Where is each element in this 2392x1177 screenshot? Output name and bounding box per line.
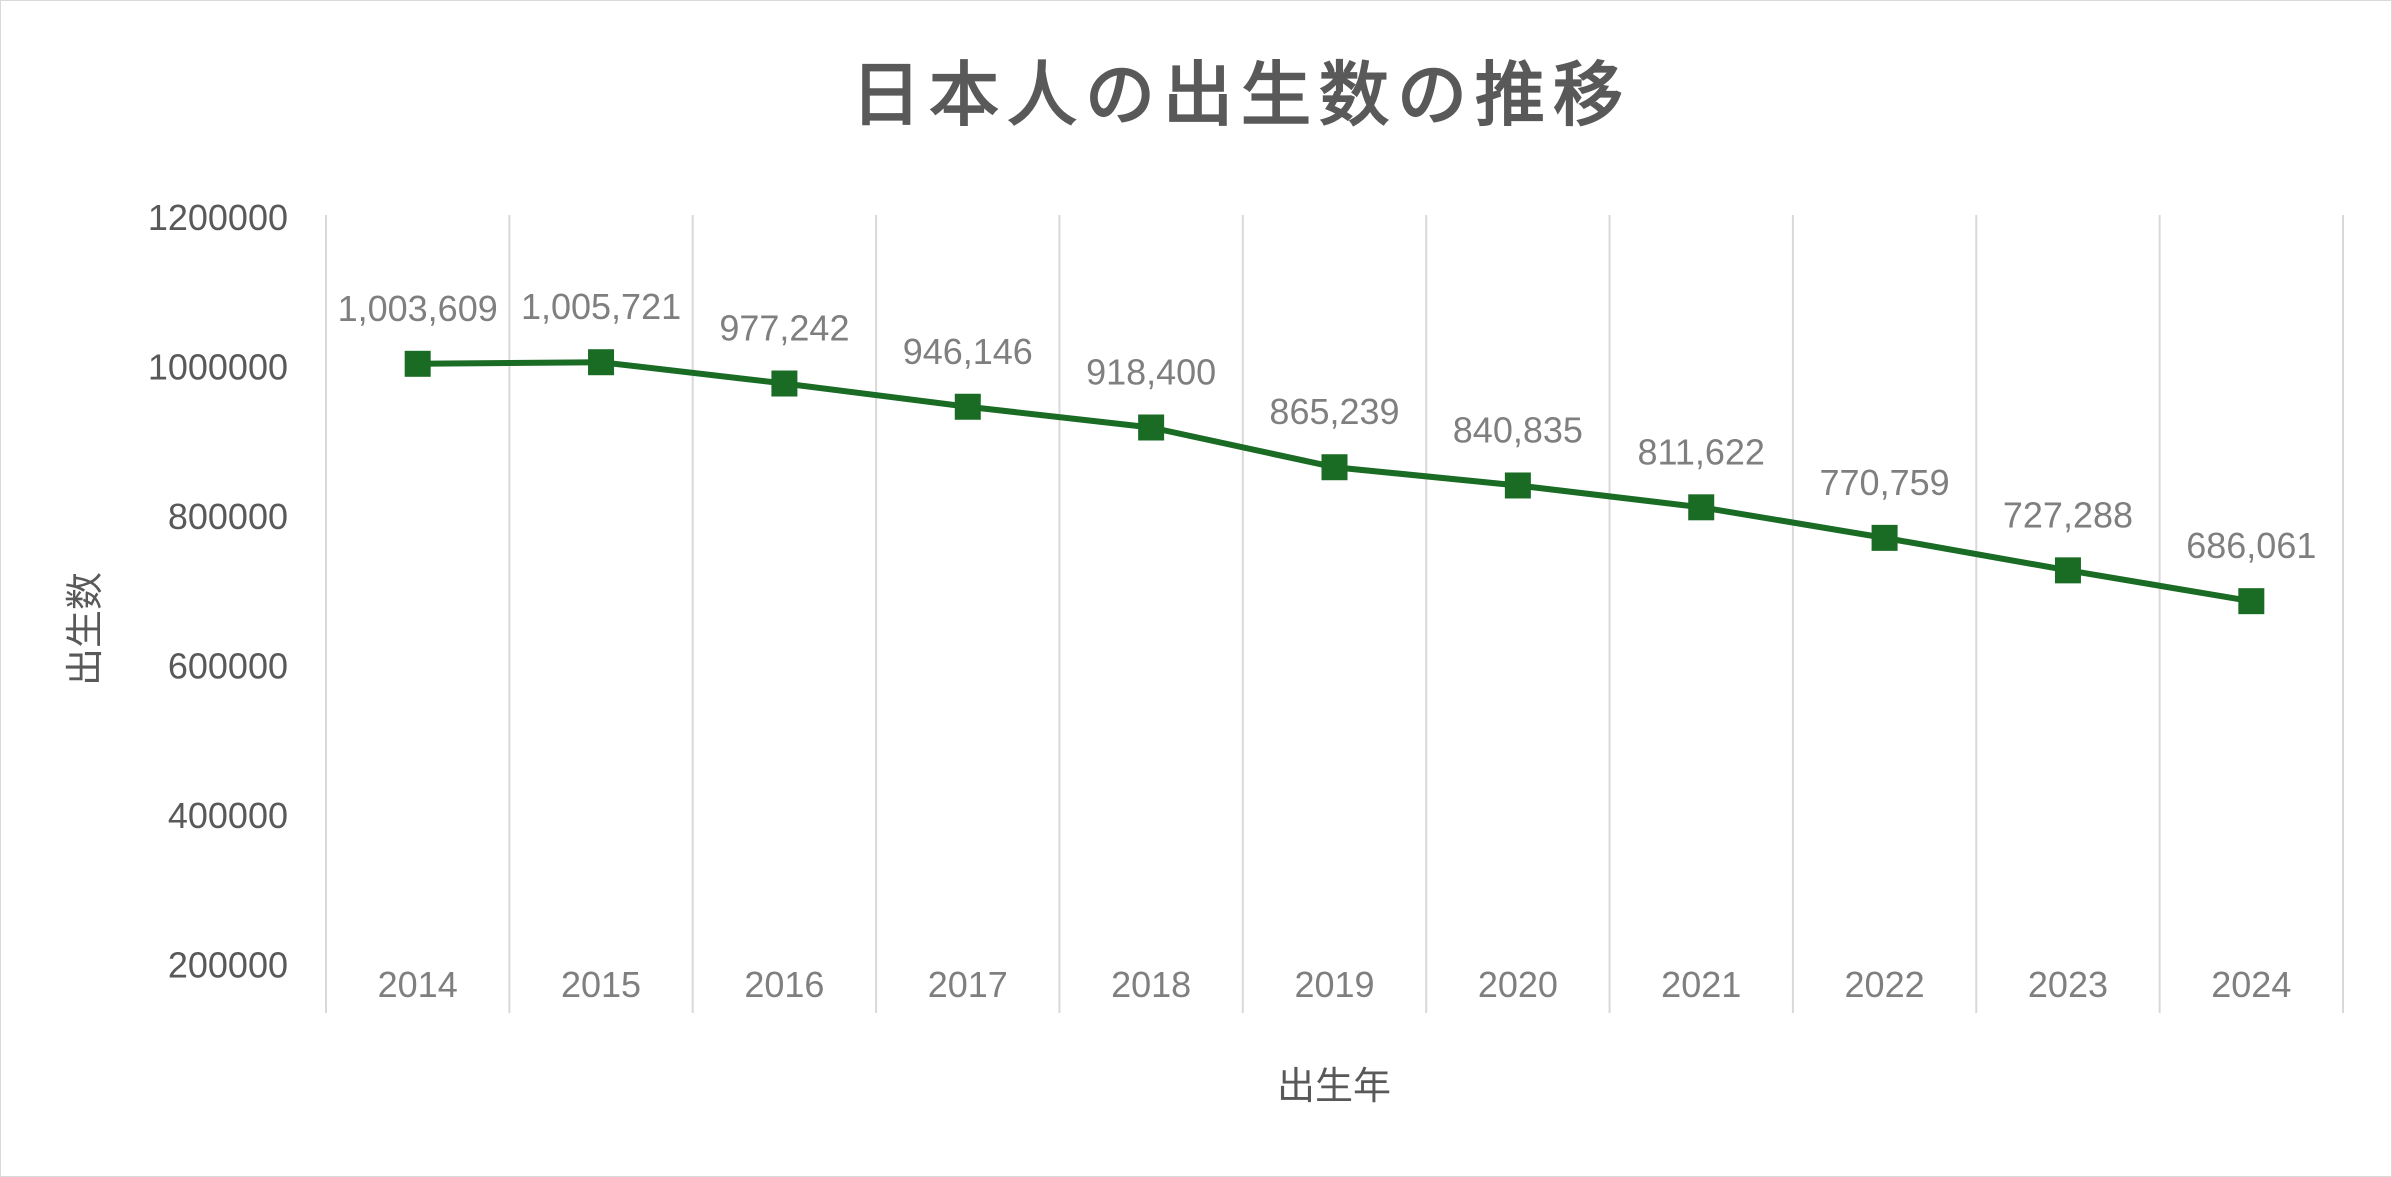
- y-tick-label: 800000: [168, 496, 288, 537]
- data-label: 1,003,609: [338, 288, 498, 329]
- data-point-marker: [1138, 414, 1165, 441]
- x-tick-label: 2018: [1111, 964, 1191, 1005]
- data-label: 811,622: [1637, 431, 1764, 472]
- y-tick-label: 1000000: [148, 347, 288, 388]
- y-tick-label: 1200000: [148, 197, 288, 238]
- x-tick-label: 2017: [928, 964, 1008, 1005]
- y-tick-label: 200000: [168, 945, 288, 986]
- x-axis-title: 出生年: [1277, 1064, 1391, 1108]
- data-point-marker: [1504, 472, 1531, 499]
- x-tick-label: 2020: [1478, 964, 1558, 1005]
- data-point-marker: [1871, 524, 1898, 551]
- grid: [325, 215, 2344, 1013]
- data-label: 727,288: [2003, 494, 2133, 535]
- data-label: 1,005,721: [521, 286, 681, 327]
- data-label: 865,239: [1269, 391, 1399, 432]
- data-point-marker: [954, 393, 981, 420]
- data-label: 840,835: [1453, 409, 1583, 450]
- data-label: 977,242: [719, 308, 849, 349]
- data-point-marker: [2238, 588, 2265, 615]
- data-label: 918,400: [1086, 351, 1216, 392]
- data-point-marker: [771, 370, 798, 397]
- data-label: 946,146: [903, 331, 1033, 372]
- data-label: 686,061: [2186, 525, 2316, 566]
- data-label: 770,759: [1820, 462, 1950, 503]
- x-tick-label: 2021: [1661, 964, 1741, 1005]
- series-layer: [404, 349, 2265, 615]
- x-axis-ticks: 2014 2015 2016 2017 2018 2019 2020 2021 2022 2023…: [378, 964, 2292, 1005]
- x-tick-label: 2019: [1294, 964, 1374, 1005]
- data-point-marker: [1688, 494, 1715, 521]
- y-axis-ticks: 200000 400000 600000 800000 1000000 1200000: [148, 197, 288, 986]
- x-tick-label: 2024: [2211, 964, 2291, 1005]
- x-tick-label: 2016: [744, 964, 824, 1005]
- y-tick-label: 400000: [168, 795, 288, 836]
- data-point-marker: [404, 350, 431, 377]
- x-tick-label: 2014: [378, 964, 458, 1005]
- x-tick-label: 2022: [1845, 964, 1925, 1005]
- y-tick-label: 600000: [168, 646, 288, 687]
- data-labels: 1,003,609 1,005,721 977,242 946,146 918,400 8…: [338, 286, 2317, 566]
- data-point-marker: [588, 349, 615, 376]
- data-point-marker: [2054, 557, 2081, 584]
- chart-title: 日本人の出生数の推移: [851, 54, 1631, 136]
- data-point-marker: [1321, 454, 1348, 481]
- x-tick-label: 2015: [561, 964, 641, 1005]
- x-tick-label: 2023: [2028, 964, 2108, 1005]
- y-axis-title: 出生数: [63, 572, 107, 686]
